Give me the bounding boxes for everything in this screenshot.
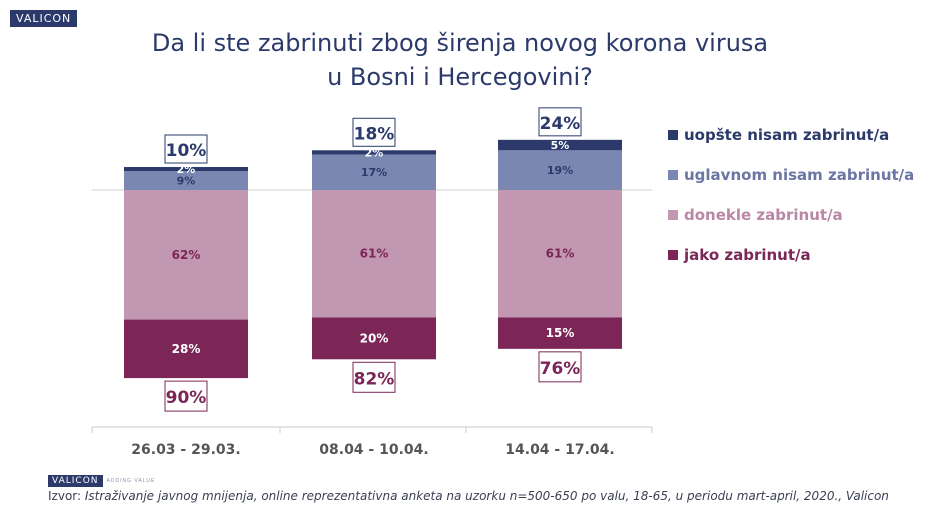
data-label-uop-te-nisam-zabrinut-a: 2% [177,163,196,176]
data-label-uop-te-nisam-zabrinut-a: 2% [365,146,384,159]
total-concerned-label: 90% [166,388,207,408]
footer-logo-tagline: ADDING VALUE [106,478,156,484]
data-label-donekle-zabrinut-a: 62% [172,248,201,262]
total-not-concerned-box [352,117,396,147]
x-tick-label: 08.04 - 10.04. [319,442,428,458]
data-label-uop-te-nisam-zabrinut-a: 5% [551,139,570,152]
total-concerned-label: 82% [354,369,395,389]
legend-swatch [668,130,678,140]
total-concerned-box [164,380,208,412]
valicon-logo: VALICON [10,10,78,27]
data-label-jako-zabrinut-a: 28% [172,342,201,356]
chart-legend: uopšte nisam zabrinut/a uglavnom nisam za… [668,126,914,286]
data-label-jako-zabrinut-a: 15% [546,326,575,340]
chart-title: Da li ste zabrinuti zbog širenja novog k… [150,26,770,94]
stacked-bar-chart: 62%28%9%2%10%90%26.03 - 29.03.61%20%17%2… [91,107,653,458]
total-not-concerned-box [164,134,208,164]
legend-label: jako zabrinut/a [684,246,811,264]
legend-label: donekle zabrinut/a [684,206,843,224]
data-label-uglavnom-nisam-zabrinut-a: 19% [547,164,573,177]
bar-jako-zabrinut-a [498,317,622,349]
total-concerned-box [538,351,582,383]
source-prefix: Izvor: [48,489,85,503]
footer-logo: VALICON ADDING VALUE [48,475,155,487]
bar-uglavnom-nisam-zabrinut-a [498,150,622,190]
legend-item-donekle-zabrinut-a: donekle zabrinut/a [668,206,914,246]
footer-logo-mark: VALICON [48,475,103,487]
legend-label: uopšte nisam zabrinut/a [684,126,890,144]
x-tick-label: 14.04 - 17.04. [505,442,614,458]
bar-uop-te-nisam-zabrinut-a [498,139,622,151]
total-not-concerned-label: 18% [354,124,395,144]
legend-item-jako-zabrinut-a: jako zabrinut/a [668,246,914,286]
bar-jako-zabrinut-a [312,317,436,360]
legend-item-uop-te-nisam-zabrinut-a: uopšte nisam zabrinut/a [668,126,914,166]
legend-label: uglavnom nisam zabrinut/a [684,166,915,184]
chart-title-line-2: u Bosni i Hercegovini? [327,63,593,91]
data-label-jako-zabrinut-a: 20% [360,331,389,345]
legend-swatch [668,210,678,220]
total-not-concerned-label: 24% [540,114,581,134]
total-concerned-label: 76% [540,359,581,379]
chart-title-line-1: Da li ste zabrinuti zbog širenja novog k… [151,29,769,57]
x-tick-label: 26.03 - 29.03. [131,442,240,458]
legend-swatch [668,170,678,180]
bar-uglavnom-nisam-zabrinut-a [124,171,248,190]
source-note: Izvor: Istraživanje javnog mnijenja, onl… [48,489,889,503]
data-label-donekle-zabrinut-a: 61% [546,247,575,261]
bar-donekle-zabrinut-a [498,190,622,318]
total-concerned-box [352,361,396,393]
total-not-concerned-box [538,107,582,137]
bar-uop-te-nisam-zabrinut-a [312,150,436,155]
bar-jako-zabrinut-a [124,319,248,379]
data-label-uglavnom-nisam-zabrinut-a: 17% [361,166,387,179]
total-not-concerned-label: 10% [166,141,207,161]
legend-item-uglavnom-nisam-zabrinut-a: uglavnom nisam zabrinut/a [668,166,914,206]
data-label-donekle-zabrinut-a: 61% [360,247,389,261]
legend-swatch [668,250,678,260]
bar-uglavnom-nisam-zabrinut-a [312,154,436,190]
source-text: Istraživanje javnog mnijenja, online rep… [84,489,889,503]
bar-donekle-zabrinut-a [312,190,436,318]
bar-uop-te-nisam-zabrinut-a [124,167,248,172]
data-label-uglavnom-nisam-zabrinut-a: 9% [177,175,196,188]
bar-donekle-zabrinut-a [124,190,248,320]
